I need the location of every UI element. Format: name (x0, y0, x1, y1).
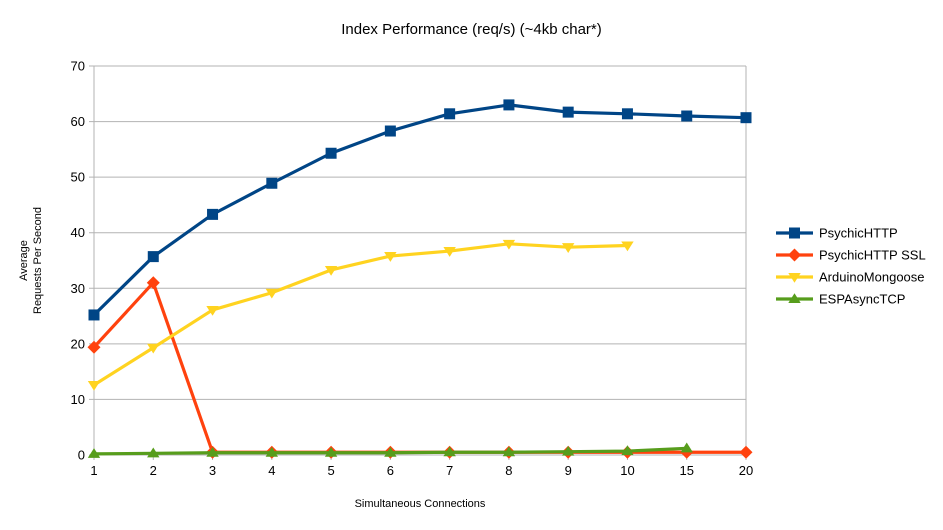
y-tick-label: 40 (71, 225, 85, 240)
legend-label: ESPAsyncTCP (819, 292, 905, 307)
series-marker-espasynctcp (87, 448, 101, 458)
series-marker-espasynctcp (324, 446, 338, 457)
legend: PsychicHTTP PsychicHTTP SSL ArduinoMongoos… (776, 226, 926, 307)
x-tick-label: 2 (150, 463, 157, 478)
series-marker-espasynctcp (147, 447, 160, 458)
series-marker-psychichttp (562, 106, 574, 118)
chart-title: Index Performance (req/s) (~4kb char*) (341, 21, 602, 38)
series-psychichttp (88, 99, 752, 321)
series-marker-arduinomongoose (561, 243, 575, 253)
legend-item-espasynctcp: ESPAsyncTCP (776, 292, 905, 307)
x-tick-label: 3 (209, 463, 216, 478)
series-psychichttp-ssl (87, 276, 753, 459)
series-arduinomongoose (87, 239, 634, 391)
series-marker-arduinomongoose (324, 265, 338, 276)
x-tick-label: 1 (90, 463, 97, 478)
series-marker-arduinomongoose (443, 247, 456, 257)
y-axis-title: Requests Per Second (32, 207, 44, 314)
series-marker-espasynctcp (206, 446, 219, 457)
y-tick-label: 0 (78, 448, 85, 463)
series-marker-psychichttp (444, 108, 456, 120)
series-marker-espasynctcp (561, 445, 575, 456)
x-axis-title: Simultaneous Connections (355, 498, 486, 510)
series-espasynctcp (87, 442, 693, 458)
x-tick-label: 15 (679, 463, 693, 478)
series-line-psychichttp (92, 103, 748, 317)
series-marker-arduinomongoose (621, 241, 634, 252)
series-marker-psychichttp (207, 208, 219, 220)
legend-swatch-square-icon (789, 227, 800, 239)
series-marker-psychichttp (325, 147, 337, 159)
legend-label: PsychicHTTP (819, 226, 898, 241)
series-marker-arduinomongoose (502, 239, 516, 250)
series-marker-espasynctcp (502, 446, 516, 457)
x-tick-label: 9 (565, 463, 572, 478)
x-tick-label: 7 (446, 463, 453, 478)
series-marker-espasynctcp (680, 442, 693, 453)
series-marker-arduinomongoose (265, 288, 279, 299)
legend-swatch-triangle-up-icon (788, 293, 801, 303)
y-tick-label: 20 (71, 336, 85, 351)
series-marker-psychichttp (681, 110, 693, 122)
y-axis-title: Average (18, 240, 30, 281)
series-marker-arduinomongoose (87, 380, 101, 391)
series-marker-arduinomongoose (384, 252, 397, 262)
x-tick-label: 8 (505, 463, 512, 478)
series-line-psychichttp-ssl (92, 281, 748, 454)
series-marker-psychichttp-ssl (146, 276, 160, 290)
legend-swatch-triangle-down-icon (788, 273, 801, 283)
x-tick-label: 5 (327, 463, 334, 478)
series-marker-psychichttp (740, 112, 752, 124)
y-tick-label: 60 (71, 114, 85, 129)
legend-swatch-diamond-icon (788, 248, 801, 262)
y-tick-label: 30 (71, 281, 85, 296)
series-marker-psychichttp-ssl (87, 340, 101, 354)
x-tick-label: 20 (739, 463, 753, 478)
series-marker-psychichttp (384, 125, 396, 137)
series-marker-espasynctcp (443, 446, 456, 457)
series-marker-espasynctcp (384, 446, 397, 457)
series-marker-espasynctcp (621, 445, 634, 456)
series-marker-arduinomongoose (147, 343, 160, 354)
series-marker-psychichttp (88, 309, 100, 321)
x-tick-label: 4 (268, 463, 275, 478)
x-tick-label: 6 (387, 463, 394, 478)
y-tick-label: 10 (71, 392, 85, 407)
x-tick-label: 10 (620, 463, 634, 478)
legend-label: PsychicHTTP SSL (819, 248, 926, 263)
series-marker-espasynctcp (265, 446, 279, 457)
series-marker-psychichttp (503, 99, 515, 111)
series-marker-psychichttp (266, 177, 278, 189)
legend-label: ArduinoMongoose (819, 270, 925, 285)
legend-item-psychichttp: PsychicHTTP (776, 226, 898, 241)
legend-item-psychichttp-ssl: PsychicHTTP SSL (776, 248, 926, 263)
series-marker-psychichttp (147, 251, 159, 263)
series-marker-arduinomongoose (206, 305, 219, 316)
y-tick-label: 50 (71, 170, 85, 185)
series-line-arduinomongoose (92, 242, 630, 387)
y-tick-label: 70 (71, 59, 85, 74)
series-marker-psychichttp-ssl (739, 445, 753, 459)
legend-item-arduinomongoose: ArduinoMongoose (776, 270, 925, 285)
series-marker-psychichttp (621, 108, 633, 120)
